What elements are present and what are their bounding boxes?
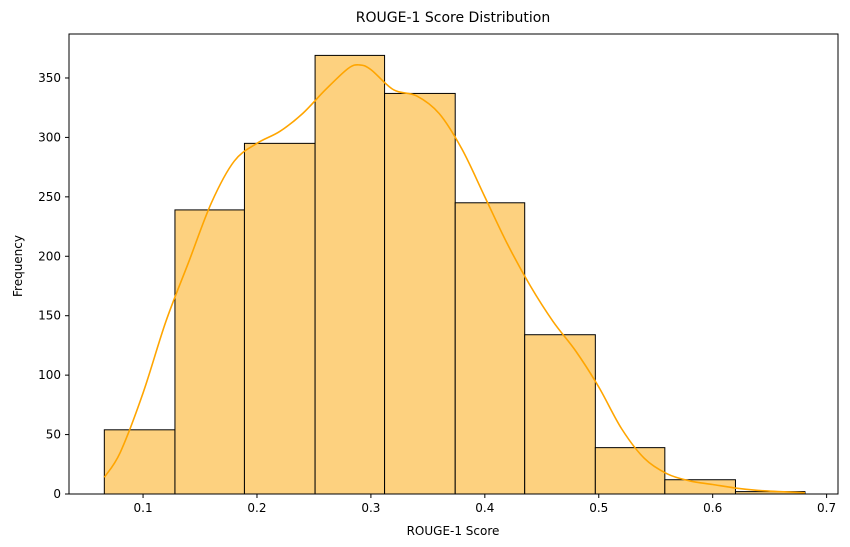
histogram-bar-2: [174, 209, 245, 495]
x-tick-label: 0.6: [703, 501, 722, 515]
y-tick-label: 350: [38, 71, 61, 85]
y-tick-label: 0: [53, 487, 61, 501]
y-tick-label: 100: [38, 368, 61, 382]
plot-frame: [68, 33, 839, 495]
y-tick-label: 200: [38, 249, 61, 263]
x-tick-label: 0.3: [361, 501, 380, 515]
x-axis: 0.1 0.2 0.3 0.4 0.5 0.6 0.7: [134, 494, 836, 515]
y-tick-label: 250: [38, 190, 61, 204]
x-tick-label: 0.7: [817, 501, 836, 515]
kde-layer: [103, 63, 806, 494]
x-tick-label: 0.4: [475, 501, 494, 515]
histogram-bar-3: [243, 142, 316, 495]
x-tick-label: 0.1: [134, 501, 153, 515]
chart-title: ROUGE-1 Score Distribution: [356, 10, 550, 26]
y-tick-label: 300: [38, 130, 61, 144]
histogram-bar-8: [594, 447, 666, 495]
x-tick-label: 0.5: [589, 501, 608, 515]
y-axis-label: Frequency: [11, 235, 25, 297]
y-tick-label: 150: [38, 309, 61, 323]
histogram-bar-4: [314, 54, 386, 495]
y-axis: 0 50 100 150 200 250 300 350: [38, 71, 69, 501]
x-tick-label: 0.2: [247, 501, 266, 515]
y-tick-label: 50: [46, 428, 61, 442]
kde-curve: [103, 63, 806, 494]
histogram-bar-6: [454, 202, 526, 495]
histogram-bar-7: [524, 334, 596, 495]
histogram-bar-5: [384, 92, 456, 495]
bars-layer: [103, 54, 806, 495]
x-axis-label: ROUGE-1 Score: [407, 524, 500, 538]
